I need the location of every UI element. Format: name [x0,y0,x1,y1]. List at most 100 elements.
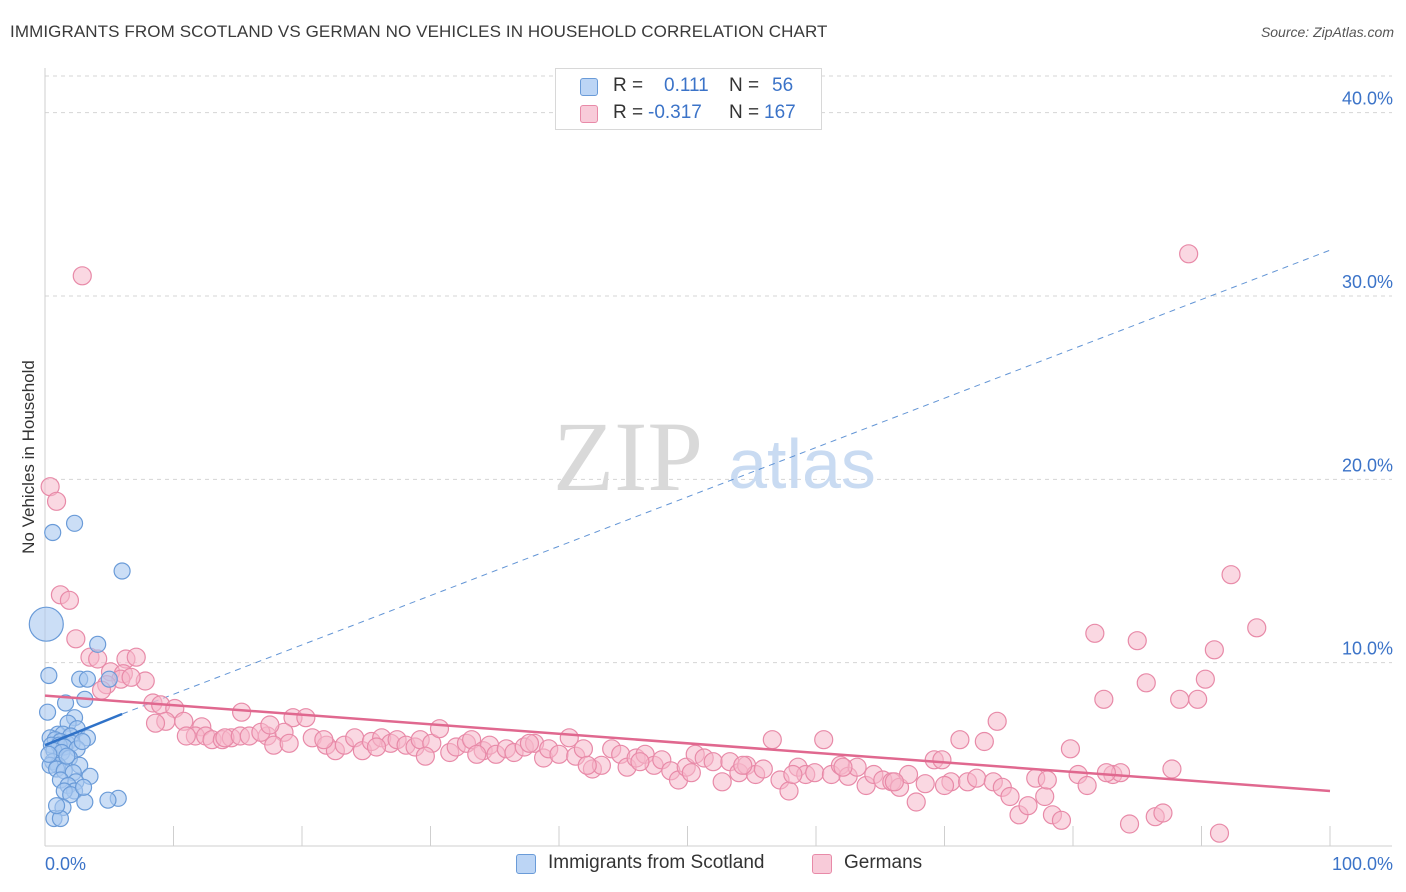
data-point-germans [1247,618,1267,638]
data-point-germans [1153,803,1173,823]
watermark: ZIP atlas [553,401,876,512]
trend-line-scotland [44,712,123,747]
legend-n-value: 167 [764,102,796,123]
data-point-scotland [73,732,91,751]
data-point-germans [974,731,994,752]
tick-labels: 10.0% 20.0% 30.0% 40.0% 0.0% 100.0% [45,89,1393,874]
data-point-germans [1051,810,1072,830]
legend-n-label: N = [729,75,760,96]
data-point-germans [1170,689,1190,709]
data-point-germans [779,781,799,801]
bottom-legend-swatch-pink [812,854,832,874]
legend-row-germans: R = -0.317 N = 167 [556,102,821,126]
data-point-germans [1179,244,1199,264]
trend-lines-back [121,249,1331,715]
data-point-germans [72,266,92,286]
data-point-germans [1077,775,1097,796]
legend-n-value: 56 [772,75,794,96]
data-point-germans [681,763,701,783]
data-point-germans [703,752,723,772]
data-point-scotland [78,670,97,688]
legend-r-value: -0.317 [648,102,702,123]
data-point-germans [1000,786,1020,807]
chart-title: IMMIGRANTS FROM SCOTLAND VS GERMAN NO VE… [10,22,828,41]
data-point-scotland [28,606,64,642]
data-point-scotland [74,778,93,796]
data-point-germans [66,629,86,649]
data-point-scotland [113,562,131,580]
data-point-scotland [76,793,94,811]
data-point-germans [1204,640,1224,660]
legend-n-label: N = [729,102,760,123]
data-point-germans [46,491,67,511]
grid-lines [45,75,1392,664]
data-point-scotland [40,666,58,685]
legend-r-label: R = [613,102,644,123]
data-point-scotland [99,791,117,809]
data-point-germans [1209,823,1230,843]
y-tick-label: 20.0% [1342,455,1393,475]
data-point-germans [1127,631,1147,651]
data-point-germans [712,772,732,792]
watermark-atlas: atlas [728,425,876,503]
data-point-germans [176,726,196,746]
data-point-germans [1060,739,1081,759]
data-point-germans [126,647,146,667]
x-tick-label: 100.0% [1332,854,1393,874]
series-germans [40,244,1267,843]
data-point-germans [519,733,540,753]
data-point-germans [1188,689,1208,709]
trend-lines-front [44,694,1331,793]
legend-swatch-pink [580,105,598,123]
data-point-germans [260,715,280,735]
data-point-germans [1221,565,1241,585]
data-point-scotland [58,747,76,765]
watermark-zip: ZIP [553,401,703,512]
data-point-germans [121,667,141,687]
data-point-germans [915,774,935,794]
bottom-legend-swatch-blue [516,854,536,874]
legend-swatch-blue [580,78,598,96]
data-point-germans [1096,763,1117,783]
data-point-germans [967,768,987,788]
data-point-germans [1162,759,1182,779]
data-point-germans [279,733,299,753]
trend-line-germans [44,694,1331,793]
data-point-germans [814,730,834,750]
data-point-germans [950,730,970,750]
data-point-germans [805,763,825,783]
x-tick-label: 0.0% [45,854,86,874]
data-point-germans [549,744,569,764]
data-point-germans [733,755,753,775]
data-point-scotland [65,514,84,532]
data-point-germans [314,730,334,750]
y-tick-label: 40.0% [1342,89,1393,109]
data-point-germans [296,708,316,728]
data-point-germans [906,792,926,812]
y-axis-label: No Vehicles in Household [19,360,38,554]
data-point-germans [232,702,252,722]
data-point-germans [429,719,450,739]
data-point-germans [1085,623,1105,643]
data-point-germans [630,752,650,772]
bottom-legend-label: Immigrants from Scotland [548,852,765,873]
series-scotland [28,514,131,828]
data-point-germans [577,755,597,775]
data-point-germans [1037,770,1057,790]
data-point-germans [987,711,1007,731]
data-point-scotland [62,786,80,804]
data-point-germans [1119,814,1140,834]
data-point-germans [884,772,904,792]
source-label: Source: ZipAtlas.com [1260,24,1394,40]
data-point-germans [573,739,594,759]
data-point-germans [932,750,952,770]
data-point-germans [783,764,803,785]
data-point-scotland [40,745,58,763]
data-point-germans [1018,796,1038,816]
data-point-germans [1136,673,1156,693]
data-point-germans [762,730,782,750]
trend-line-scotland-extended [121,249,1331,715]
data-point-scotland [38,703,57,721]
data-point-germans [833,757,853,777]
